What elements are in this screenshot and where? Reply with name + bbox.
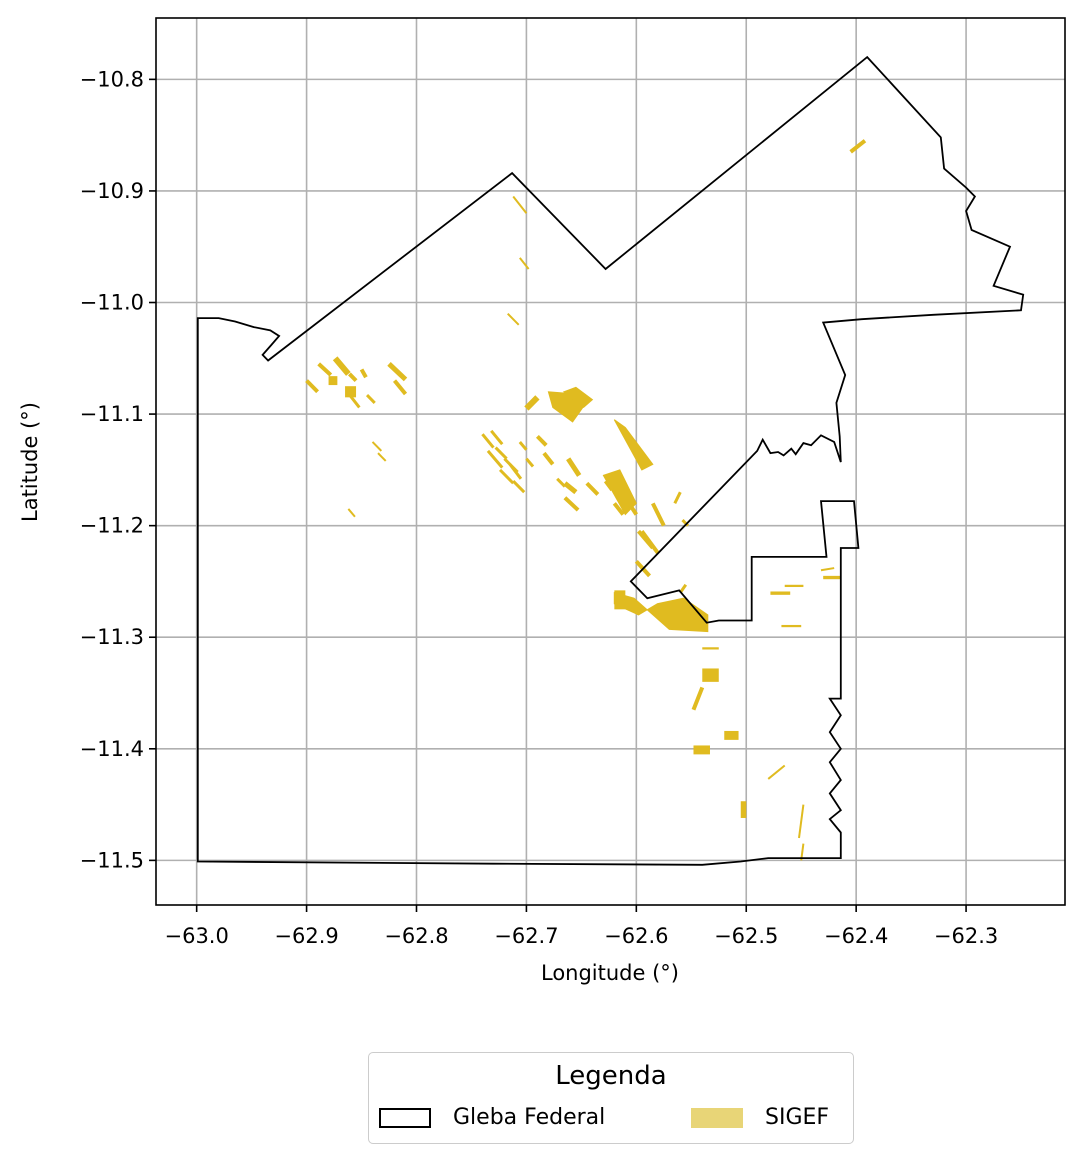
sigef-parcel [770, 591, 791, 595]
sigef-parcel [556, 477, 566, 488]
y-tick-label: −11.5 [80, 848, 144, 872]
y-tick-label: −10.9 [80, 179, 144, 203]
sigef-parcel [348, 372, 358, 383]
legend-label-sigef: SIGEF [765, 1105, 830, 1130]
sigef-parcels [305, 139, 867, 861]
legend-swatch-sigef [691, 1107, 743, 1128]
legend-label-gleba-federal: Gleba Federal [453, 1105, 606, 1130]
sigef-parcel [562, 386, 594, 409]
sigef-parcel [371, 441, 383, 452]
sigef-parcel [784, 584, 804, 588]
x-tick-label: −63.0 [164, 924, 228, 948]
sigef-parcel [507, 312, 520, 326]
sigef-parcel [702, 647, 719, 650]
sigef-parcel [673, 491, 682, 505]
sigef-parcel [849, 139, 867, 154]
sigef-parcel [740, 801, 747, 818]
sigef-parcel [612, 502, 625, 516]
sigef-parcel [349, 395, 361, 409]
sigef-parcel [702, 668, 719, 682]
plot-frame [155, 17, 1066, 906]
legend-item-gleba-federal: Gleba Federal [379, 1105, 605, 1130]
sigef-parcel [542, 451, 555, 466]
x-tick-label: −62.6 [604, 924, 668, 948]
sigef-parcel [305, 379, 320, 394]
legend-title: Legenda [555, 1061, 667, 1091]
y-tick-label: −11.4 [80, 737, 144, 761]
x-tick-label: −62.9 [274, 924, 338, 948]
y-axis-title: Latitude (°) [18, 402, 42, 522]
sigef-parcel [823, 575, 841, 580]
x-axis-title: Longitude (°) [541, 961, 679, 985]
y-tick-label: −11.1 [80, 402, 144, 426]
gleba-federal-layer [196, 55, 1025, 866]
sigef-parcel [519, 257, 530, 270]
sigef-parcel [508, 463, 523, 480]
sigef-parcel [524, 395, 540, 411]
sigef-parcel [681, 519, 690, 527]
sigef-parcel [377, 452, 387, 462]
y-tick-label: −10.8 [80, 67, 144, 91]
sigef-parcel [525, 457, 535, 468]
sigef-parcel [613, 591, 709, 633]
legend-swatch-gleba-federal [379, 1107, 431, 1128]
sigef-parcel [693, 745, 710, 755]
sigef-parcel [498, 468, 515, 485]
sigef-parcel [585, 481, 600, 496]
sigef-parcel [494, 446, 508, 460]
sigef-parcel [359, 368, 368, 379]
x-tick-label: −62.7 [494, 924, 558, 948]
sigef-parcel [392, 379, 408, 396]
sigef-parcel [387, 362, 408, 382]
sigef-parcel [679, 583, 688, 594]
sigef-parcel [724, 730, 739, 740]
sigef-parcel [798, 804, 805, 839]
axis-ticks: −63.0 −62.9 −62.8 −62.7 −62.6 −62.5 −62.4 −62.3… [80, 67, 999, 948]
sigef-parcel [781, 624, 802, 628]
sigef-parcel [512, 479, 526, 494]
y-tick-label: −11.0 [80, 291, 144, 315]
legend: Legenda Gleba Federal SIGEF [368, 1052, 854, 1144]
sigef-parcel [691, 686, 705, 711]
y-tick-label: −11.3 [80, 625, 144, 649]
sigef-parcel [535, 434, 548, 447]
y-tick-label: −11.2 [80, 514, 144, 538]
sigef-parcel [345, 386, 357, 398]
plot-background [156, 18, 1065, 905]
sigef-parcel [820, 567, 835, 572]
x-tick-label: −62.8 [384, 924, 448, 948]
sigef-parcel [481, 433, 495, 449]
x-tick-label: −62.3 [934, 924, 998, 948]
sigef-parcel [486, 449, 504, 469]
sigef-parcel [767, 764, 786, 780]
sigef-parcel [518, 441, 528, 451]
sigef-parcel [328, 376, 338, 386]
sigef-parcel [651, 502, 666, 527]
sigef-parcel [512, 195, 528, 214]
sigef-parcel [566, 457, 582, 477]
sigef-parcel [625, 500, 639, 516]
sigef-parcel [347, 508, 356, 518]
gleba-federal-outline [196, 55, 1025, 866]
sigef-parcel [317, 362, 333, 377]
x-tick-label: −62.5 [714, 924, 778, 948]
sigef-parcel [640, 530, 660, 555]
sigef-parcel [614, 590, 626, 610]
sigef-parcel [365, 394, 376, 404]
x-tick-label: −62.4 [824, 924, 888, 948]
sigef-parcel [603, 479, 614, 492]
legend-item-sigef: SIGEF [691, 1105, 829, 1130]
sigef-parcel [332, 356, 351, 376]
sigef-parcel [613, 419, 654, 471]
sigef-parcel [563, 496, 580, 512]
sigef-parcel [490, 429, 504, 446]
sigef-parcel [563, 481, 578, 495]
